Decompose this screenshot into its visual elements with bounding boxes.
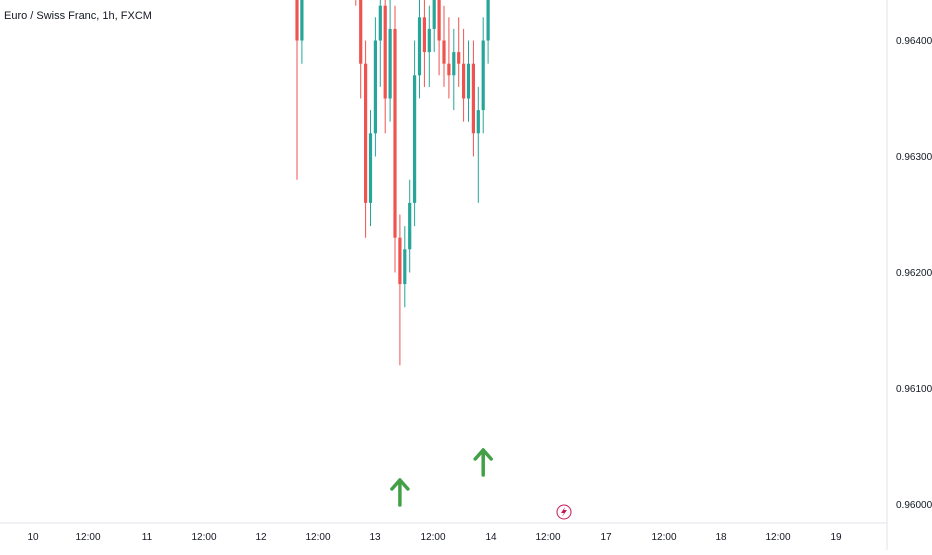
x-tick-label: 12:00 [535, 532, 560, 543]
x-tick-label: 12:00 [765, 532, 790, 543]
candle[interactable] [437, 0, 441, 76]
x-tick-label: 17 [600, 532, 612, 543]
candle[interactable] [457, 17, 461, 87]
x-tick-label: 14 [485, 532, 497, 543]
candle[interactable] [466, 40, 471, 122]
up-arrow-icon [473, 448, 493, 477]
candle[interactable] [462, 28, 466, 122]
y-tick-label: 0.96100 [896, 384, 932, 395]
candle[interactable] [452, 28, 456, 111]
candle[interactable] [422, 0, 426, 87]
x-tick-label: 11 [142, 532, 153, 543]
candle[interactable] [447, 17, 451, 99]
candle[interactable] [442, 5, 446, 87]
candle[interactable] [417, 0, 422, 99]
x-tick-label: 10 [27, 532, 39, 543]
candle[interactable] [486, 0, 490, 64]
candle[interactable] [393, 5, 397, 273]
x-tick-label: 13 [369, 532, 381, 543]
y-tick-label: 0.96000 [896, 500, 932, 511]
chart-title: Euro / Swiss Franc, 1h, FXCM [4, 10, 152, 22]
y-tick-label: 0.96200 [896, 268, 932, 279]
up-arrow-icon [390, 478, 410, 507]
candle[interactable] [359, 0, 363, 99]
replay-icon[interactable] [556, 504, 572, 520]
candle[interactable] [388, 0, 392, 122]
x-tick-label: 18 [715, 532, 727, 543]
candle[interactable] [427, 5, 431, 87]
candle[interactable] [378, 0, 382, 87]
candle[interactable] [364, 40, 368, 238]
candle[interactable] [383, 0, 387, 134]
candle[interactable] [300, 0, 304, 64]
y-tick-label: 0.96300 [896, 152, 932, 163]
candle[interactable] [432, 0, 436, 53]
candle[interactable] [408, 179, 412, 273]
x-tick-label: 19 [830, 532, 842, 543]
candle[interactable] [398, 214, 402, 366]
x-tick-label: 12:00 [651, 532, 676, 543]
candle[interactable] [476, 86, 480, 203]
candle[interactable] [481, 17, 485, 134]
x-tick-label: 12:00 [191, 532, 216, 543]
candle[interactable] [373, 17, 377, 157]
candle[interactable] [471, 40, 475, 157]
x-tick-label: 12 [255, 532, 267, 543]
candle[interactable] [295, 0, 299, 180]
x-tick-label: 12:00 [420, 532, 445, 543]
candle[interactable] [413, 40, 417, 227]
y-tick-label: 0.96400 [896, 36, 932, 47]
candle[interactable] [368, 110, 373, 227]
x-tick-label: 12:00 [305, 532, 330, 543]
x-tick-label: 12:00 [75, 532, 100, 543]
candle[interactable] [403, 226, 407, 308]
